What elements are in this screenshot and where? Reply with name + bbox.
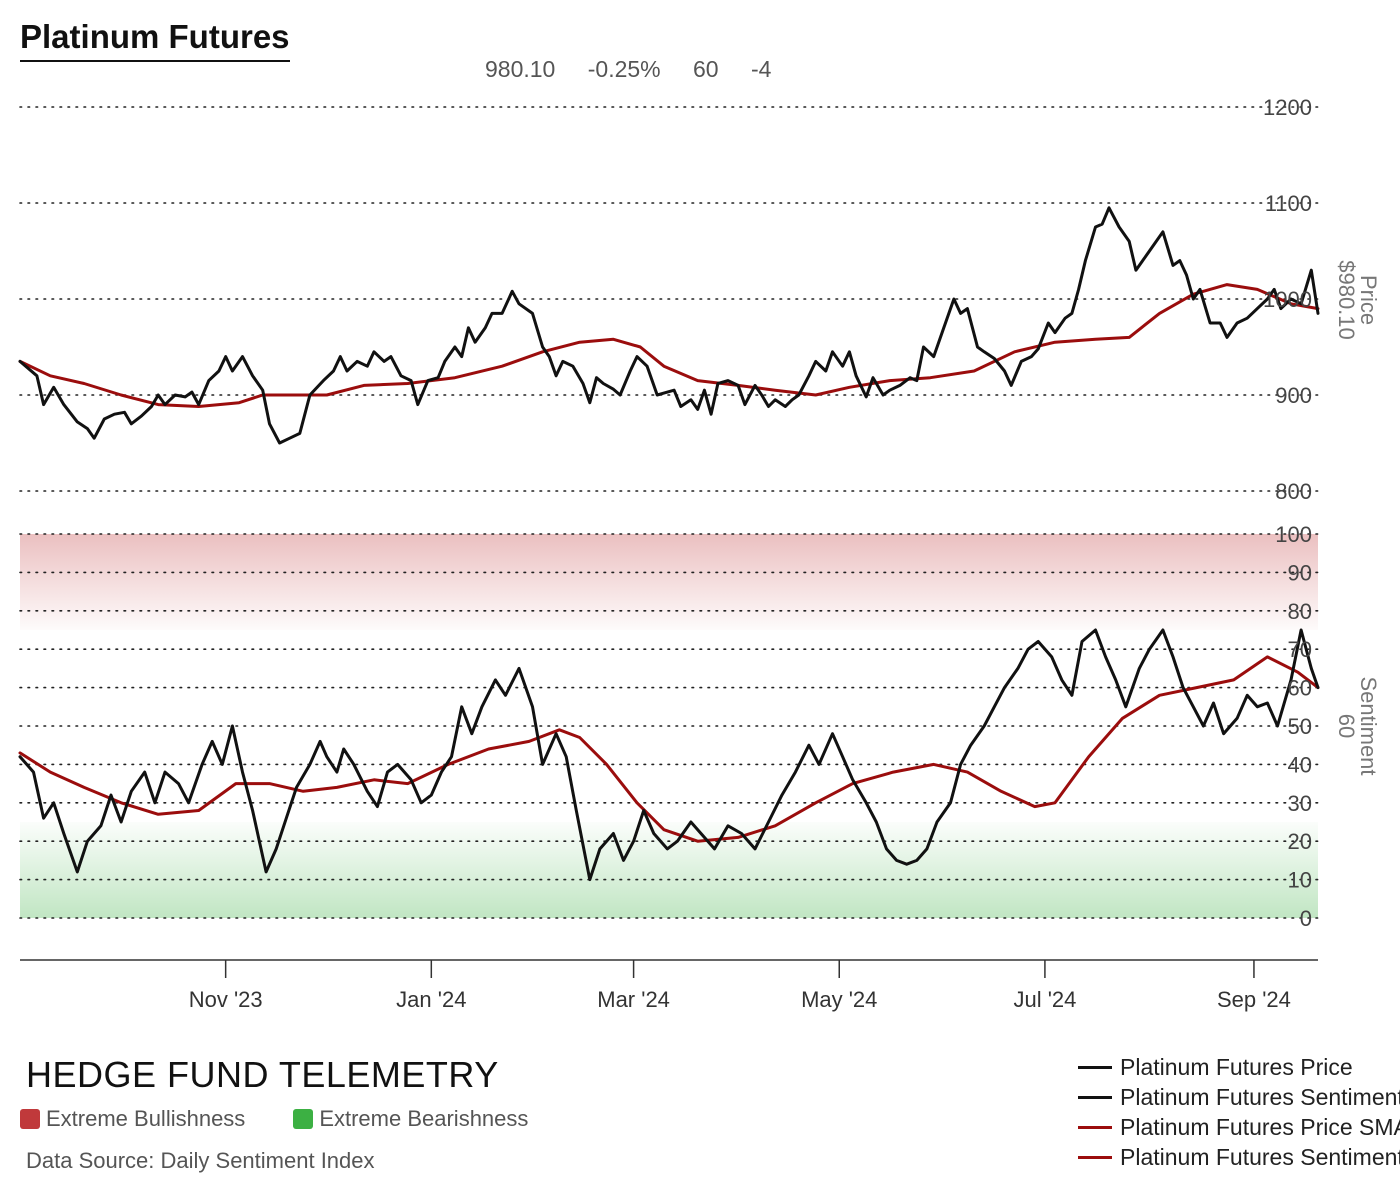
legend-line-price <box>1078 1065 1112 1069</box>
sentiment-tick-label: 70 <box>1288 637 1312 662</box>
legend-label-price-sma: Platinum Futures Price SMA <box>1120 1113 1400 1140</box>
price-tick-label: 900 <box>1275 383 1312 408</box>
price-line <box>18 206 1320 445</box>
price-tick-label: 800 <box>1275 479 1312 504</box>
extreme-bear-label: Extreme Bearishness <box>319 1106 529 1131</box>
price-tick-label: 1100 <box>1265 191 1312 216</box>
sentiment-tick-label: 20 <box>1288 829 1312 854</box>
x-tick-label: May '24 <box>801 987 877 1012</box>
brand-name: HEDGE FUND TELEMETRY <box>26 1054 499 1095</box>
sentiment-tick-label: 90 <box>1288 560 1312 585</box>
extreme-bear-legend-item: Extreme Bearishness <box>293 1106 528 1132</box>
legend-item-price-sma[interactable]: Platinum Futures Price SMA <box>1078 1112 1400 1142</box>
stat-sentiment: 60 <box>693 56 719 82</box>
price-sma-line <box>18 283 1320 408</box>
legend-label-sentiment: Platinum Futures Sentiment <box>1120 1083 1400 1110</box>
stat-change-percent: -0.25% <box>587 56 661 82</box>
sentiment-last-value: 60 <box>1334 714 1359 738</box>
legend-label-sentiment-sma: Platinum Futures Sentiment SMA <box>1120 1143 1400 1170</box>
sentiment-tick-label: 50 <box>1288 714 1312 739</box>
sentiment-tick-label: 10 <box>1288 868 1312 893</box>
extreme-bull-label: Extreme Bullishness <box>46 1106 246 1131</box>
sentiment-tick-label: 60 <box>1288 676 1312 701</box>
x-tick-label: Sep '24 <box>1217 987 1291 1012</box>
stat-last-price: 980.10 <box>485 56 556 82</box>
page-title: Platinum Futures <box>20 18 290 62</box>
data-source: Data Source: Daily Sentiment Index <box>26 1148 375 1173</box>
sentiment-line <box>18 628 1320 882</box>
legend-line-price-sma <box>1078 1125 1112 1129</box>
x-tick-label: Jul '24 <box>1013 987 1076 1012</box>
price-tick-label: 1000 <box>1263 287 1312 312</box>
sentiment-tick-label: 40 <box>1288 752 1312 777</box>
price-tick-label: 1200 <box>1263 95 1312 120</box>
sentiment-tick-label: 0 <box>1300 906 1312 931</box>
sentiment-tick-label: 80 <box>1288 599 1312 624</box>
header-stats: 980.10 -0.25% 60 -4 <box>485 56 797 83</box>
legend-item-sentiment-sma[interactable]: Platinum Futures Sentiment SMA <box>1078 1142 1400 1172</box>
x-tick-label: Nov '23 <box>189 987 263 1012</box>
sentiment-tick-label: 30 <box>1288 791 1312 816</box>
chart-area: 800 900 1000 1100 1200 0 10 20 30 40 50 60 70 80 90 100… <box>18 95 1381 1012</box>
price-axis-label: Price <box>1356 275 1381 325</box>
extreme-bull-swatch <box>20 1109 40 1129</box>
legend-line-sentiment-sma <box>1078 1155 1112 1159</box>
legend-item-sentiment[interactable]: Platinum Futures Sentiment <box>1078 1082 1400 1112</box>
x-tick-label: Jan '24 <box>396 987 466 1012</box>
sentiment-axis-label: Sentiment <box>1356 676 1381 775</box>
legend-item-price[interactable]: Platinum Futures Price <box>1078 1052 1400 1082</box>
sentiment-tick-label: 100 <box>1275 522 1312 547</box>
extreme-bull-legend-item: Extreme Bullishness <box>20 1106 245 1132</box>
x-tick-label: Mar '24 <box>597 987 670 1012</box>
legend-label-price: Platinum Futures Price <box>1120 1053 1353 1080</box>
extreme-bullishness-zone <box>20 534 1318 630</box>
extreme-bearishness-zone <box>20 822 1318 918</box>
series-legend: Platinum Futures Price Platinum Futures … <box>1078 1052 1400 1172</box>
extreme-bear-swatch <box>293 1109 314 1129</box>
price-last-value: $980.10 <box>1334 260 1359 340</box>
legend-line-sentiment <box>1078 1095 1112 1099</box>
extreme-legend: Extreme Bullishness Extreme Bearishness <box>20 1106 576 1132</box>
stat-sentiment-change: -4 <box>751 56 772 82</box>
